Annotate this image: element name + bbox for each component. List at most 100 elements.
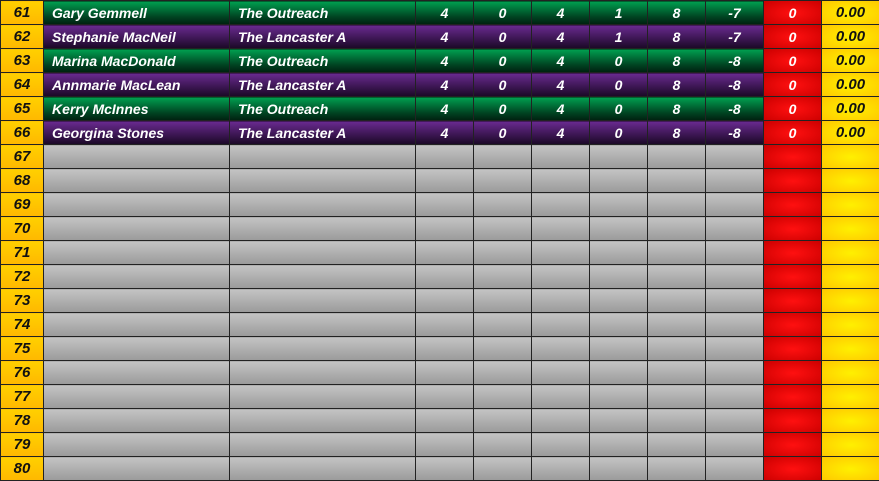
position-cell[interactable]: 66 [0,120,44,145]
position-cell[interactable]: 80 [0,456,44,481]
points-cell[interactable]: 0 [763,24,822,49]
average-cell[interactable]: 0.00 [821,24,879,49]
stat-cell[interactable] [589,456,648,481]
points-cell[interactable]: 0 [763,96,822,121]
stat-cell[interactable] [415,144,474,169]
team-name-cell[interactable]: The Outreach [229,48,416,73]
team-name-cell[interactable]: The Lancaster A [229,24,416,49]
position-cell[interactable]: 72 [0,264,44,289]
position-cell[interactable]: 76 [0,360,44,385]
points-cell[interactable] [763,432,822,457]
stat-cell[interactable] [647,384,706,409]
stat-cell[interactable] [647,288,706,313]
stat-cell[interactable] [531,312,590,337]
position-cell[interactable]: 70 [0,216,44,241]
player-name-cell[interactable] [43,264,230,289]
average-cell[interactable] [821,240,879,265]
stat-cell[interactable]: 0 [473,48,532,73]
player-name-cell[interactable] [43,336,230,361]
team-name-cell[interactable] [229,384,416,409]
player-name-cell[interactable]: Georgina Stones [43,120,230,145]
stat-cell[interactable]: -8 [705,120,764,145]
stat-cell[interactable] [473,144,532,169]
position-cell[interactable]: 73 [0,288,44,313]
player-name-cell[interactable]: Annmarie MacLean [43,72,230,97]
stat-cell[interactable] [589,144,648,169]
position-cell[interactable]: 77 [0,384,44,409]
team-name-cell[interactable] [229,240,416,265]
stat-cell[interactable]: 8 [647,72,706,97]
stat-cell[interactable] [473,312,532,337]
stat-cell[interactable] [705,240,764,265]
stat-cell[interactable] [531,264,590,289]
stat-cell[interactable] [473,384,532,409]
stat-cell[interactable]: 4 [415,24,474,49]
average-cell[interactable] [821,312,879,337]
stat-cell[interactable] [415,384,474,409]
position-cell[interactable]: 71 [0,240,44,265]
stat-cell[interactable] [589,240,648,265]
player-name-cell[interactable]: Kerry McInnes [43,96,230,121]
player-name-cell[interactable] [43,384,230,409]
team-name-cell[interactable] [229,264,416,289]
stat-cell[interactable]: 4 [415,72,474,97]
stat-cell[interactable]: 0 [589,72,648,97]
stat-cell[interactable] [473,288,532,313]
stat-cell[interactable]: -7 [705,24,764,49]
player-name-cell[interactable] [43,408,230,433]
stat-cell[interactable] [705,288,764,313]
stat-cell[interactable] [589,168,648,193]
points-cell[interactable] [763,168,822,193]
stat-cell[interactable]: 0 [473,24,532,49]
stat-cell[interactable] [473,264,532,289]
position-cell[interactable]: 61 [0,0,44,25]
stat-cell[interactable] [473,360,532,385]
points-cell[interactable] [763,384,822,409]
stat-cell[interactable] [589,216,648,241]
team-name-cell[interactable] [229,432,416,457]
stat-cell[interactable] [705,432,764,457]
points-cell[interactable] [763,312,822,337]
points-cell[interactable]: 0 [763,0,822,25]
stat-cell[interactable]: 4 [531,48,590,73]
stat-cell[interactable]: 4 [415,96,474,121]
stat-cell[interactable] [415,192,474,217]
stat-cell[interactable] [589,288,648,313]
stat-cell[interactable]: 8 [647,0,706,25]
player-name-cell[interactable] [43,192,230,217]
stat-cell[interactable] [415,264,474,289]
team-name-cell[interactable]: The Outreach [229,96,416,121]
stat-cell[interactable] [415,168,474,193]
player-name-cell[interactable]: Marina MacDonald [43,48,230,73]
points-cell[interactable]: 0 [763,72,822,97]
team-name-cell[interactable] [229,456,416,481]
stat-cell[interactable]: 4 [531,96,590,121]
stat-cell[interactable] [473,240,532,265]
position-cell[interactable]: 69 [0,192,44,217]
stat-cell[interactable]: 8 [647,120,706,145]
stat-cell[interactable] [415,432,474,457]
stat-cell[interactable] [531,432,590,457]
player-name-cell[interactable] [43,288,230,313]
stat-cell[interactable]: 0 [589,48,648,73]
stat-cell[interactable] [589,192,648,217]
stat-cell[interactable]: 1 [589,0,648,25]
player-name-cell[interactable] [43,360,230,385]
stat-cell[interactable] [473,456,532,481]
stat-cell[interactable] [647,144,706,169]
team-name-cell[interactable]: The Lancaster A [229,120,416,145]
average-cell[interactable]: 0.00 [821,72,879,97]
stat-cell[interactable] [647,240,706,265]
stat-cell[interactable]: 0 [473,96,532,121]
points-cell[interactable] [763,216,822,241]
stat-cell[interactable] [473,192,532,217]
stat-cell[interactable]: 8 [647,48,706,73]
position-cell[interactable]: 68 [0,168,44,193]
stat-cell[interactable] [705,360,764,385]
average-cell[interactable]: 0.00 [821,96,879,121]
stat-cell[interactable] [415,360,474,385]
average-cell[interactable] [821,144,879,169]
position-cell[interactable]: 74 [0,312,44,337]
team-name-cell[interactable]: The Outreach [229,0,416,25]
position-cell[interactable]: 63 [0,48,44,73]
